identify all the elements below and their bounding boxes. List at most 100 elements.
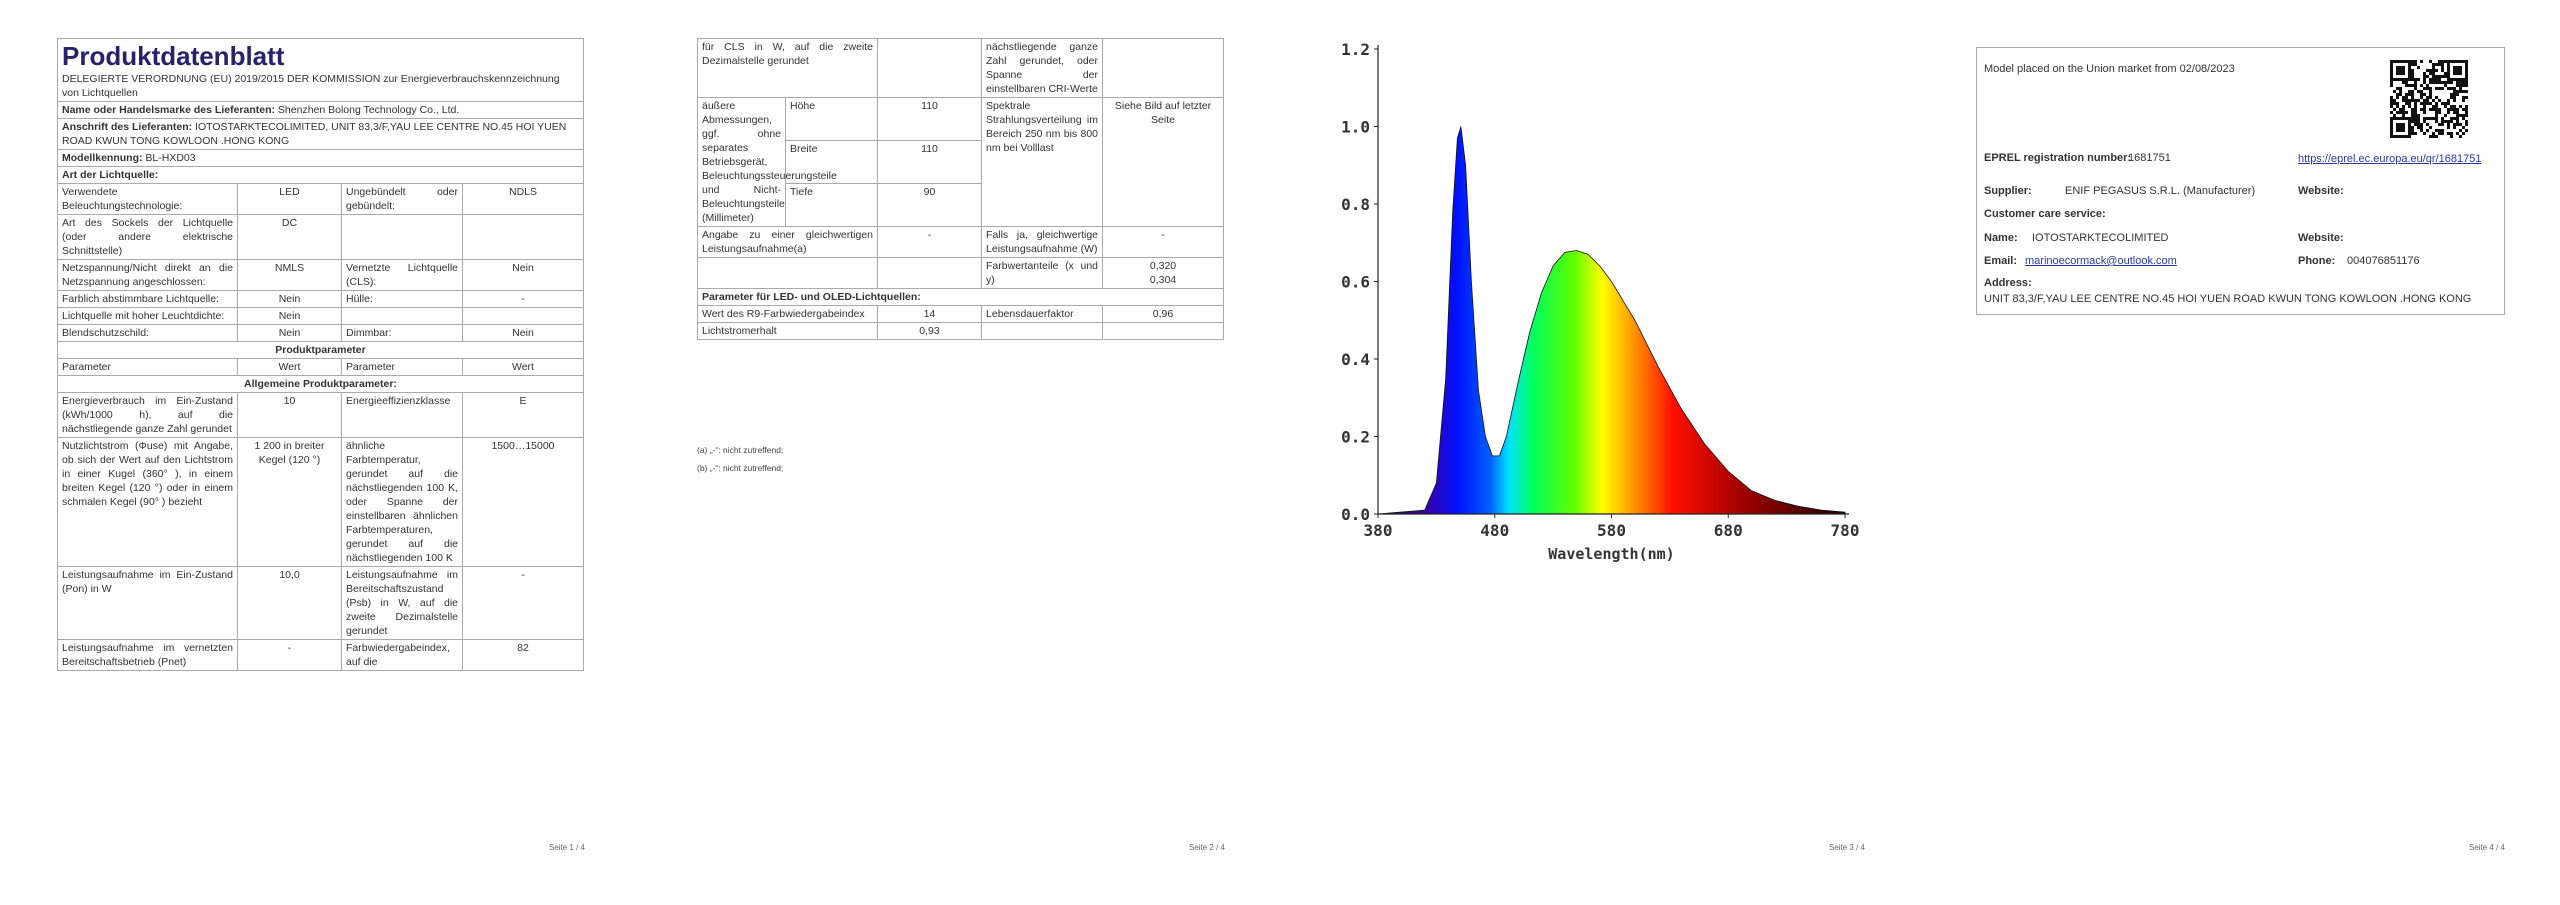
qr-module: [2450, 108, 2453, 111]
qr-module: [2429, 93, 2432, 96]
qr-module: [2444, 60, 2447, 63]
qr-module: [2447, 108, 2450, 111]
qr-module: [2393, 78, 2396, 81]
page-footer: Seite 4 / 4: [2468, 843, 2505, 852]
name-label: Name:: [1984, 232, 2018, 244]
qr-module: [2405, 96, 2408, 99]
qr-module: [2444, 72, 2447, 75]
table-cell: 0,320 0,304: [1102, 257, 1224, 289]
table-cell: Parameter: [341, 358, 463, 376]
table-cell: Netzspannung/Nicht direkt an die Netzspa…: [57, 259, 238, 291]
qr-module: [2435, 96, 2438, 99]
table-cell: Nein: [237, 290, 342, 308]
qr-module: [2432, 132, 2435, 135]
qr-module: [2390, 135, 2393, 138]
qr-module: [2390, 102, 2393, 105]
eprel-link[interactable]: https://eprel.ec.europa.eu/qr/1681751: [2298, 153, 2482, 165]
qr-module: [2459, 87, 2462, 90]
page: Produktdatenblatt DELEGIERTE VERORDNUNG (…: [0, 0, 640, 905]
qr-module: [2450, 81, 2453, 84]
y-tick-label: 1.2: [1341, 40, 1370, 59]
qr-module: [2420, 123, 2423, 126]
table-cell: Name oder Handelsmarke des Lieferanten: …: [57, 101, 584, 119]
qr-module: [2444, 114, 2447, 117]
qr-module: [2408, 60, 2411, 63]
qr-module: [2444, 102, 2447, 105]
qr-module: [2450, 132, 2453, 135]
qr-module: [2396, 66, 2399, 69]
table-cell: 110: [877, 140, 983, 184]
qr-module: [2408, 105, 2411, 108]
qr-module: [2447, 69, 2450, 72]
qr-module: [2441, 102, 2444, 105]
qr-module: [2456, 81, 2459, 84]
qr-module: [2408, 66, 2411, 69]
qr-module: [2411, 99, 2414, 102]
qr-module: [2402, 108, 2405, 111]
qr-module: [2390, 120, 2393, 123]
table-cell: Höhe: [784, 97, 879, 141]
qr-module: [2438, 75, 2441, 78]
qr-module: [2438, 99, 2441, 102]
qr-module: [2429, 117, 2432, 120]
qr-module: [2447, 102, 2450, 105]
supplier-label: Supplier:: [1984, 185, 2032, 197]
table-cell: [341, 307, 463, 325]
qr-module: [2465, 78, 2468, 81]
qr-module: [2426, 99, 2429, 102]
page: 0.0 0.2 0.4 0.6 0.8 1.0 1.2 380 480 580 680 780 Wave…: [1280, 0, 1920, 905]
qr-module: [2396, 102, 2399, 105]
qr-module: [2423, 93, 2426, 96]
qr-module: [2447, 78, 2450, 81]
qr-module: [2414, 120, 2417, 123]
qr-module: [2441, 81, 2444, 84]
qr-module: [2432, 81, 2435, 84]
table-cell: Nein: [462, 324, 584, 342]
qr-module: [2444, 84, 2447, 87]
email-link[interactable]: marinoecormack@outlook.com: [2025, 255, 2177, 267]
qr-module: [2405, 78, 2408, 81]
qr-module: [2459, 105, 2462, 108]
qr-module: [2420, 84, 2423, 87]
qr-module: [2453, 96, 2456, 99]
table-row: äußere Abmessungen, ggf. ohne separates …: [697, 97, 1224, 227]
page-footer: Seite 1 / 4: [548, 843, 585, 852]
table-cell: Lichtstromerhalt: [697, 322, 879, 340]
qr-module: [2390, 111, 2393, 114]
qr-module: [2429, 72, 2432, 75]
qr-module: [2438, 78, 2441, 81]
table-cell: 10,0: [237, 566, 342, 640]
qr-module: [2390, 126, 2393, 129]
qr-module: [2402, 114, 2405, 117]
qr-module: [2450, 120, 2453, 123]
qr-module: [2405, 135, 2408, 138]
qr-module: [2447, 111, 2450, 114]
qr-module: [2411, 114, 2414, 117]
table-row: Farblich abstimmbare Lichtquelle: Nein Hül…: [57, 290, 584, 308]
qr-module: [2453, 126, 2456, 129]
qr-module: [2405, 60, 2408, 63]
qr-module: [2453, 90, 2456, 93]
phone-label: Phone:: [2298, 255, 2336, 267]
qr-module: [2390, 105, 2393, 108]
qr-module: [2435, 129, 2438, 132]
table-cell: 1500…15000: [462, 437, 584, 567]
qr-module: [2411, 60, 2414, 63]
qr-module: [2465, 69, 2468, 72]
qr-module: [2447, 123, 2450, 126]
qr-module: [2453, 108, 2456, 111]
page-footer: Seite 3 / 4: [1828, 843, 1865, 852]
qr-module: [2459, 129, 2462, 132]
qr-module: [2432, 105, 2435, 108]
qr-module: [2456, 123, 2459, 126]
table-cell: Verwendete Beleuchtungstechnologie:: [57, 183, 238, 215]
qr-module: [2423, 102, 2426, 105]
table-cell: Vernetzte Lichtquelle (CLS):: [341, 259, 463, 291]
table-row: Tiefe 90: [698, 183, 1224, 227]
qr-module: [2390, 72, 2393, 75]
qr-module: [2396, 129, 2399, 132]
qr-module: [2420, 93, 2423, 96]
table-row: Anschrift des Lieferanten: IOTOSTARKTECO…: [57, 118, 584, 150]
qr-module: [2438, 87, 2441, 90]
name-value: IOTOSTARKTECOLIMITED: [2032, 232, 2169, 244]
